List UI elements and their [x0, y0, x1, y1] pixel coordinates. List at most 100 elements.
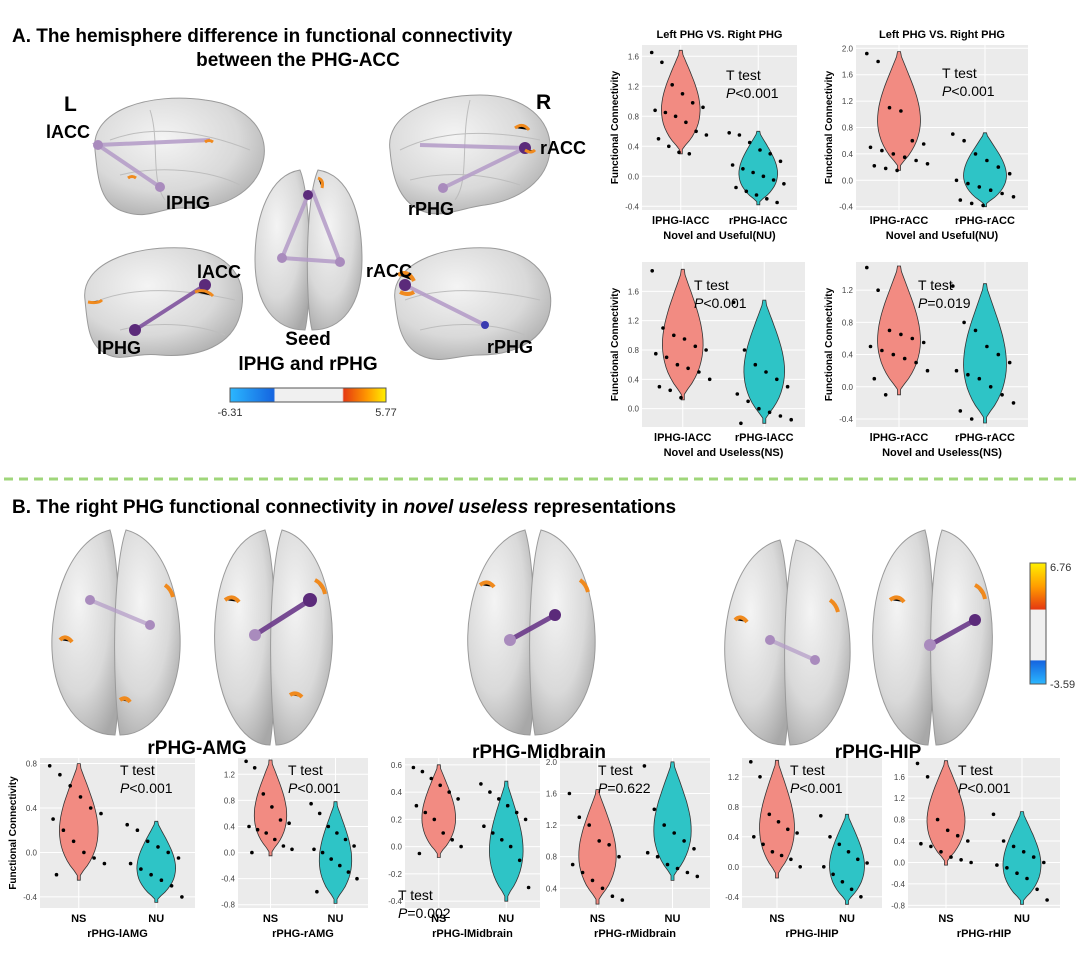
label-lphg-bottom: lPHG — [97, 338, 141, 358]
data-point — [849, 887, 854, 892]
data-point — [925, 775, 930, 779]
y-tick-label: -0.4 — [23, 893, 37, 902]
p-value-label: P<0.001 — [790, 780, 843, 796]
data-point — [71, 839, 76, 844]
data-point — [149, 872, 153, 877]
data-point — [767, 812, 772, 817]
data-point — [662, 823, 666, 827]
data-point — [822, 865, 826, 869]
data-point — [664, 355, 669, 360]
data-point — [891, 352, 896, 357]
x-category-label: NU — [839, 913, 855, 925]
y-tick-label: 0.4 — [391, 788, 403, 797]
brain-b-midbrain-top — [467, 529, 596, 736]
p-symbol: P — [726, 85, 736, 101]
panel-a-title-line1: A. The hemisphere difference in function… — [12, 26, 513, 47]
data-point — [1000, 191, 1004, 196]
data-point — [962, 320, 966, 325]
chart-A-bottom-left: 1.6 1.2 0.8 0.4 0.0 lPHG-lACC rPHG-lACC Novel a… — [610, 262, 805, 459]
data-point — [411, 765, 416, 770]
data-point — [876, 288, 880, 293]
violin-NU — [488, 780, 524, 902]
data-point — [935, 817, 940, 822]
data-point — [1035, 887, 1039, 892]
violin-rPHG-lACC — [738, 130, 779, 206]
data-point — [135, 828, 140, 832]
violin-NS — [58, 763, 99, 881]
x-axis-label: Novel and Useless(NS) — [882, 447, 1002, 459]
colorbar-b-min: -3.59 — [1050, 679, 1075, 691]
y-tick-label: -0.4 — [891, 880, 905, 889]
y-tick-label: 0.2 — [391, 815, 403, 824]
y-tick-label: 0.8 — [894, 816, 906, 825]
data-point — [955, 833, 960, 838]
data-point — [951, 132, 955, 136]
data-point — [744, 189, 749, 194]
data-point — [670, 83, 674, 87]
data-point — [929, 844, 933, 849]
brain-top-view — [254, 169, 363, 331]
data-point — [770, 850, 775, 854]
p-value-label: P=0.622 — [598, 780, 651, 796]
y-tick-label: -0.4 — [221, 875, 235, 884]
p-symbol: P — [598, 780, 608, 796]
x-category-label: NU — [328, 913, 344, 925]
violin-lPHG-rACC — [877, 265, 921, 396]
data-point — [278, 818, 283, 822]
data-point — [128, 861, 133, 866]
data-point — [951, 284, 955, 288]
data-point — [420, 769, 425, 774]
data-point — [649, 50, 654, 55]
data-point — [429, 776, 434, 781]
data-point — [985, 158, 989, 163]
x-category-label: NU — [148, 913, 164, 925]
chart-B-4: 2.0 1.6 1.2 0.8 0.4 NS NU rPHG-rMidbrain T test P… — [546, 758, 710, 940]
data-point — [1001, 839, 1006, 843]
colorbar-b-max: 6.76 — [1050, 562, 1071, 574]
data-point — [687, 152, 692, 156]
data-point — [761, 842, 765, 847]
y-tick-label: 1.6 — [628, 52, 640, 61]
y-tick-label: 2.0 — [842, 44, 854, 53]
colorbar-a — [229, 387, 387, 403]
data-point — [1005, 866, 1009, 870]
data-point — [945, 828, 950, 833]
panel-b-title-prefix: B. The right PHG functional connectivity… — [12, 497, 404, 518]
y-tick-label: -0.2 — [388, 870, 402, 879]
data-point — [837, 842, 842, 847]
p-symbol: P — [790, 780, 800, 796]
violin-NS — [759, 759, 795, 879]
x-axis-label: Novel and Useless(NS) — [664, 447, 784, 459]
y-tick-label: 0.0 — [224, 849, 236, 858]
data-point — [921, 340, 926, 345]
label-lacc-top: lACC — [46, 122, 90, 142]
t-test-label: T test — [598, 762, 633, 778]
y-tick-label: 1.6 — [894, 773, 906, 782]
data-point — [996, 352, 1001, 357]
data-point — [679, 395, 683, 400]
y-tick-label: 0.0 — [628, 172, 640, 181]
data-point — [795, 831, 799, 835]
label-rphg-bottom: rPHG — [487, 337, 533, 357]
data-point — [831, 872, 835, 877]
y-tick-label: -0.4 — [725, 893, 739, 902]
data-point — [746, 399, 750, 404]
data-point — [642, 764, 647, 768]
t-test-label: T test — [790, 762, 825, 778]
data-point — [778, 159, 783, 164]
data-point — [707, 377, 712, 382]
t-test-label: T test — [958, 762, 993, 778]
data-point — [737, 133, 742, 137]
data-point — [819, 814, 823, 818]
data-point — [684, 120, 688, 125]
data-point — [508, 844, 513, 849]
data-point — [692, 847, 696, 851]
data-point — [290, 847, 294, 852]
label-lacc-bottom: lACC — [197, 262, 241, 282]
y-tick-label: -0.4 — [839, 203, 853, 212]
colorbar-b — [1029, 562, 1047, 685]
data-point — [255, 827, 260, 832]
data-point — [675, 866, 680, 871]
data-point — [887, 328, 892, 333]
y-tick-label: 0.8 — [628, 112, 640, 121]
